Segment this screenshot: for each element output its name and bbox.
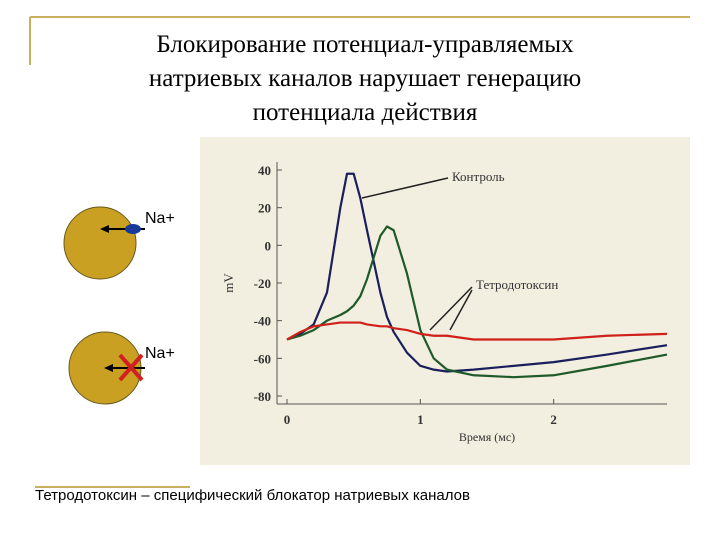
series-line bbox=[286, 321, 668, 341]
annotation-arrow bbox=[361, 177, 449, 199]
annotation-arrow bbox=[429, 286, 473, 331]
chart: 40 20 0 -20 -40 -60 -80 0 1 2 Время (мс) mV Контроль… bbox=[221, 162, 668, 444]
ion-label: Na+ bbox=[145, 210, 175, 227]
x-tick-label: 0 bbox=[284, 412, 291, 427]
annotation-arrow bbox=[449, 289, 473, 331]
series-line bbox=[286, 172, 668, 373]
ion-label: Na+ bbox=[145, 345, 175, 362]
annotation: Контроль bbox=[452, 169, 505, 184]
series-line bbox=[286, 225, 668, 379]
cell bbox=[63, 206, 137, 280]
y-tick-label: -20 bbox=[254, 276, 271, 291]
chart-background bbox=[200, 137, 690, 465]
y-tick-label: -40 bbox=[254, 314, 271, 329]
y-tick-label: -60 bbox=[254, 351, 271, 366]
slide-title: Блокирование потенциал-управляемых bbox=[156, 31, 574, 58]
slide-title: потенциала действия bbox=[253, 99, 478, 126]
slide-title: натриевых каналов нарушает генерацию bbox=[149, 65, 581, 92]
caption: Тетродотоксин – специфический блокатор н… bbox=[35, 487, 470, 504]
x-tick-label: 1 bbox=[417, 412, 424, 427]
arrow-head bbox=[100, 225, 109, 233]
y-axis-label: mV bbox=[221, 273, 236, 293]
annotation: Тетродотоксин bbox=[476, 277, 558, 292]
arrow-head bbox=[104, 364, 113, 372]
x-tick-label: 2 bbox=[550, 412, 557, 427]
y-tick-label: 40 bbox=[258, 163, 271, 178]
y-tick-label: 0 bbox=[265, 238, 272, 253]
y-tick-label: -80 bbox=[254, 389, 271, 404]
x-axis-label: Время (мс) bbox=[459, 430, 515, 444]
block-mark bbox=[118, 353, 144, 382]
y-tick-label: 20 bbox=[258, 201, 271, 216]
channel bbox=[125, 224, 141, 234]
